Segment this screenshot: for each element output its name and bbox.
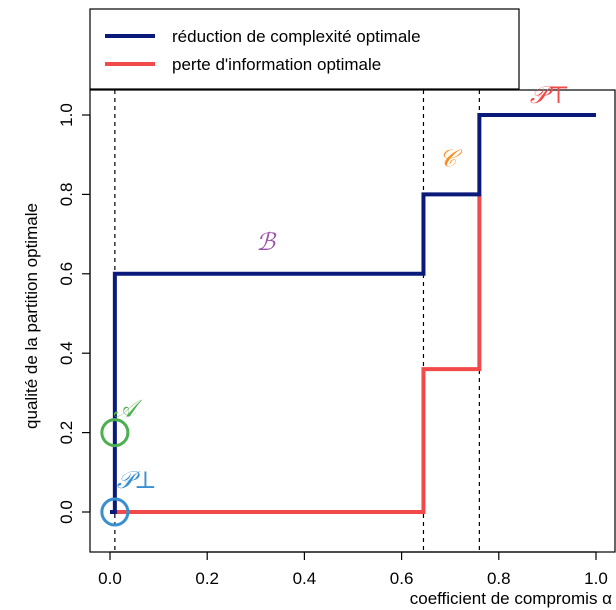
y-tick-label: 0.6: [57, 262, 76, 286]
legend-label: réduction de complexité optimale: [172, 27, 421, 46]
legend: réduction de complexité optimale perte d'…: [89, 8, 520, 90]
y-tick-label: 0.8: [57, 183, 76, 207]
annotation-label: 𝒜: [113, 395, 143, 423]
annotation-label: ℬ: [256, 228, 277, 256]
x-tick-label: 1.0: [584, 569, 608, 588]
annotations: 𝒜 ℬ 𝒞 𝒫⊥ 𝒫⊤: [113, 81, 570, 494]
highlight-circle: [100, 497, 130, 527]
highlight-circle: [100, 418, 130, 448]
plot-frame: [89, 89, 616, 553]
x-tick-label: 0.2: [195, 569, 219, 588]
y-tick-label: 1.0: [57, 103, 76, 127]
x-tick-label: 0.0: [98, 569, 122, 588]
x-tick-label: 0.8: [487, 569, 511, 588]
x-tick-label: 0.4: [293, 569, 317, 588]
x-axis-label: coefficient de compromis α: [410, 589, 612, 608]
highlight-circles: [100, 418, 130, 527]
x-axis: 0.0 0.2 0.4 0.6 0.8 1.0: [98, 551, 608, 588]
x-tick-label: 0.6: [390, 569, 414, 588]
y-axis-label: qualité de la partition optimale: [22, 203, 41, 429]
y-tick-label: 0.4: [57, 341, 76, 365]
annotation-label: 𝒫⊤: [530, 81, 570, 109]
y-axis: 0.0 0.2 0.4 0.6 0.8 1.0: [57, 103, 91, 524]
legend-box: [89, 8, 520, 90]
y-tick-label: 0.2: [57, 421, 76, 445]
series-line-1: [110, 194, 482, 514]
series-lines: [110, 113, 596, 514]
legend-label: perte d'information optimale: [172, 55, 381, 74]
y-tick-label: 0.0: [57, 500, 76, 524]
annotation-label: 𝒞: [439, 145, 463, 173]
annotation-label: 𝒫⊥: [117, 466, 157, 494]
series-line-0: [110, 113, 596, 514]
